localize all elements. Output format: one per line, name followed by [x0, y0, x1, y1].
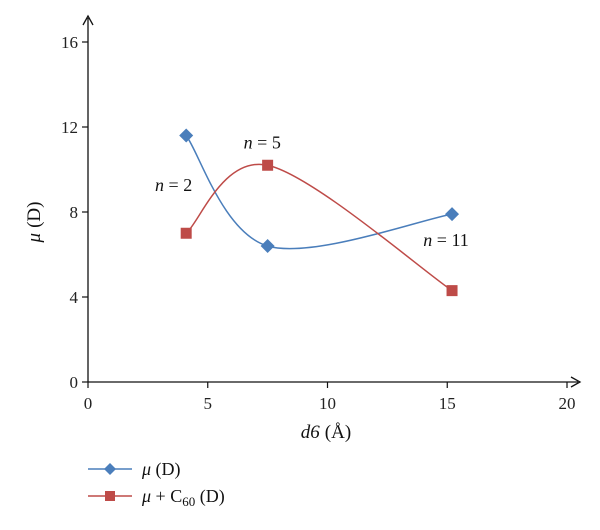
legend-marker-diamond: [104, 463, 116, 475]
data-point-square: [180, 227, 192, 239]
axes: [82, 14, 582, 388]
series-mu: [179, 128, 460, 253]
y-axis-var: μ: [24, 233, 45, 244]
y-axis-title: μ (D): [24, 202, 45, 244]
x-tick-label: 10: [319, 394, 336, 413]
x-axis-arrow: [570, 376, 582, 388]
legend-mu-rest: (D): [151, 459, 181, 480]
y-tick-label: 0: [70, 373, 79, 392]
legend-mu-c60-var: μ: [141, 486, 151, 506]
y-axis-arrow: [82, 14, 94, 26]
annotation-label: n = 11: [423, 230, 468, 250]
x-ticks: 0 5 10 15 20: [84, 382, 576, 413]
y-tick-label: 4: [70, 288, 79, 307]
annotation-value: = 5: [253, 132, 281, 152]
data-point-square: [262, 159, 274, 171]
annotation-label: n = 5: [244, 132, 281, 152]
annotation-label: n = 2: [155, 175, 192, 195]
annotation-var: n: [244, 132, 253, 152]
legend-label-mu: μ (D): [141, 459, 181, 480]
annotations: n = 2n = 5n = 11: [155, 132, 469, 250]
x-tick-label: 20: [559, 394, 576, 413]
legend-marker-square: [105, 491, 115, 501]
y-axis-unit: (D): [24, 202, 45, 228]
legend-item-mu: μ (D): [88, 459, 181, 480]
x-tick-label: 5: [204, 394, 213, 413]
data-point-diamond: [445, 207, 460, 222]
legend-label-mu-c60: μ + C60 (D): [141, 486, 225, 509]
x-axis-title: d6 (Å): [301, 422, 351, 443]
x-axis-unit: (Å): [325, 422, 351, 443]
y-ticks: 0 4 8 12 16: [61, 33, 88, 392]
series-layer: [179, 128, 460, 297]
annotation-value: = 2: [164, 175, 192, 195]
y-tick-label: 8: [70, 203, 79, 222]
legend-mu-c60-mid: + C: [151, 486, 182, 506]
data-point-diamond: [260, 239, 275, 253]
legend-item-mu-c60: μ + C60 (D): [88, 486, 225, 509]
data-point-diamond: [179, 128, 194, 143]
legend-mu-c60-rest: (D): [195, 486, 225, 507]
annotation-var: n: [423, 230, 432, 250]
annotation-var: n: [155, 175, 164, 195]
x-tick-label: 0: [84, 394, 93, 413]
series-mu-c60: [180, 159, 458, 297]
legend-mu-var: μ: [141, 459, 151, 479]
y-tick-label: 16: [61, 33, 78, 52]
annotation-value: = 11: [432, 230, 468, 250]
y-tick-label: 12: [61, 118, 78, 137]
data-point-square: [446, 285, 458, 297]
series-line: [185, 163, 453, 292]
x-tick-label: 15: [439, 394, 456, 413]
legend-mu-c60-sub: 60: [182, 494, 195, 509]
legend: μ (D) μ + C60 (D): [88, 459, 225, 509]
x-axis-var: d6: [301, 422, 321, 443]
